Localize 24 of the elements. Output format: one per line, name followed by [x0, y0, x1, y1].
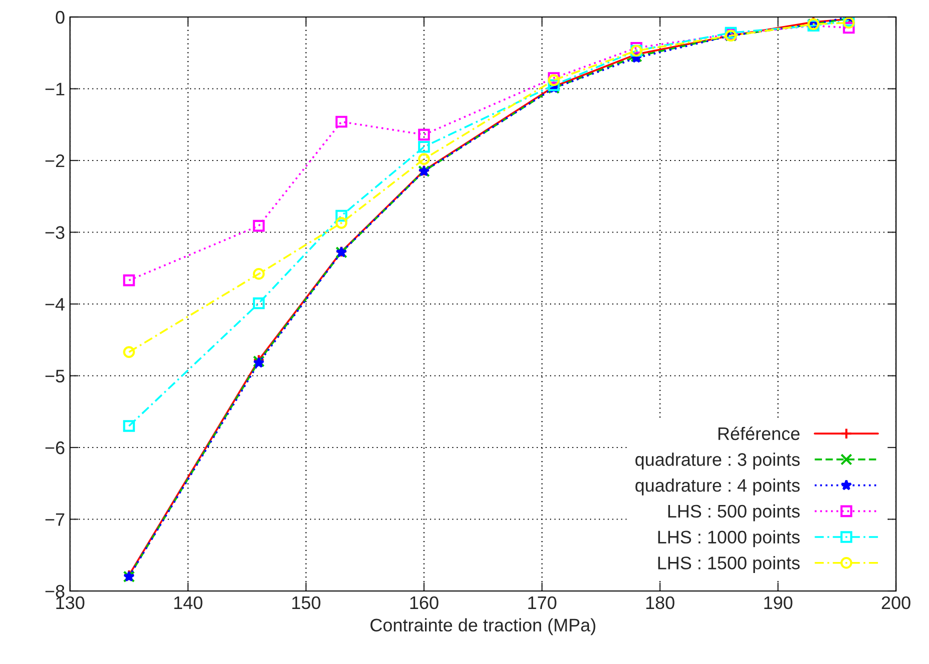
x-tick-label: 200 — [882, 596, 910, 610]
y-tick-label: −5 — [45, 370, 64, 382]
x-tick-label: 160 — [410, 596, 438, 610]
legend-label: LHS : 500 points — [668, 504, 800, 522]
y-tick-label: −1 — [45, 82, 64, 96]
y-tick-label: −7 — [45, 513, 64, 526]
x-axis-title: Contrainte de traction (MPa) — [370, 618, 596, 636]
legend-label: quadrature : 3 points — [635, 452, 800, 470]
y-tick-label: −2 — [45, 154, 64, 168]
legend-label: Référence — [718, 426, 800, 440]
legend-label: LHS : 1500 points — [658, 556, 800, 573]
x-tick-label: 170 — [528, 596, 556, 610]
legend-label: LHS : 1000 points — [658, 530, 800, 548]
x-tick-label: 150 — [292, 596, 320, 610]
legend-label: quadrature : 4 points — [635, 478, 800, 496]
x-tick-label: 130 — [56, 596, 84, 610]
y-tick-label: −3 — [45, 226, 64, 239]
y-tick-label: −4 — [45, 298, 65, 311]
x-tick-label: 190 — [764, 596, 792, 610]
y-tick-label: 0 — [56, 10, 64, 24]
y-tick-label: −6 — [45, 441, 64, 454]
x-tick-label: 140 — [174, 596, 202, 610]
x-tick-label: 180 — [646, 596, 674, 610]
y-tick-label: −8 — [45, 584, 64, 598]
